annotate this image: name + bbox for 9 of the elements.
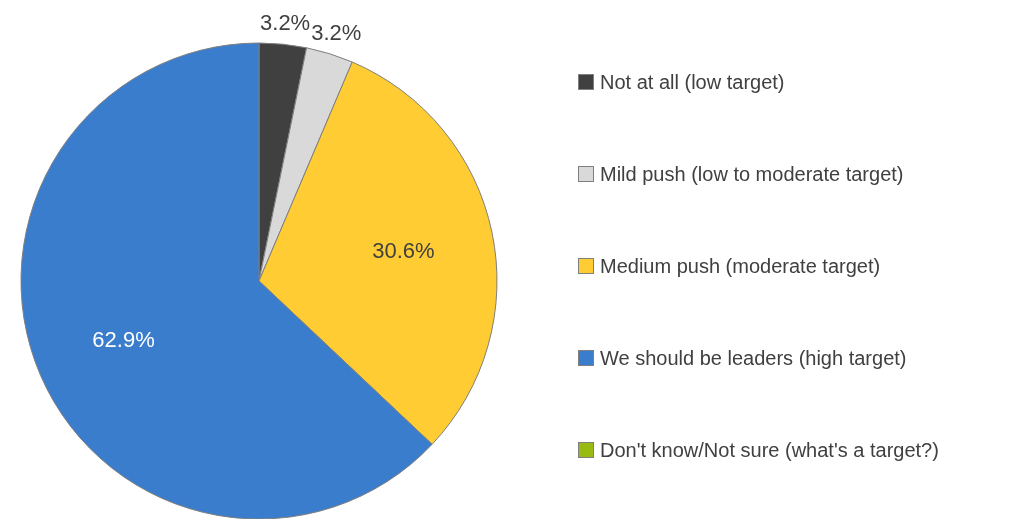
legend-label: Medium push (moderate target) [600, 254, 881, 278]
legend-label: Not at all (low target) [600, 70, 785, 94]
data-label: 30.6% [372, 238, 435, 264]
data-label: 3.2% [311, 20, 362, 46]
legend-label: We should be leaders (high target) [600, 346, 907, 370]
legend-label: Mild push (low to moderate target) [600, 162, 904, 186]
data-label: 62.9% [92, 326, 155, 352]
legend-label: Don't know/Not sure (what's a target?) [600, 438, 939, 462]
data-label: 3.2% [260, 9, 311, 35]
